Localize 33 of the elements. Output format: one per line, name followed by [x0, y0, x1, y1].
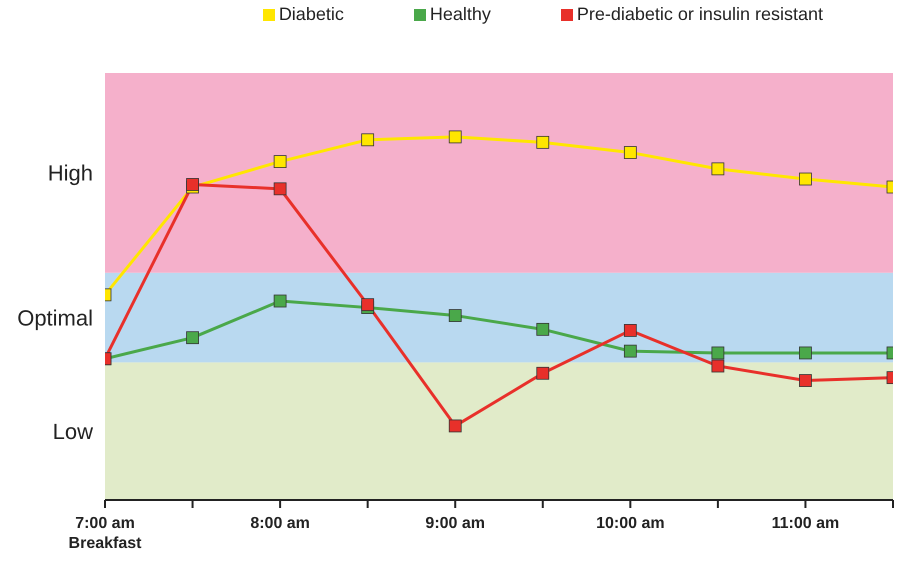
point — [448, 420, 462, 432]
legend-label: Pre-diabetic or insulin resistant — [576, 4, 823, 24]
point — [361, 133, 374, 146]
point — [536, 366, 550, 380]
point — [624, 344, 637, 358]
x-tick-label: 7:00 am Breakfast — [68, 515, 142, 552]
point — [799, 374, 812, 387]
x-tick-label: 8:00 am — [250, 515, 310, 532]
x-tick-label: 11:00 am — [772, 515, 840, 532]
point — [799, 346, 812, 360]
x-tick-label: 9:00 am — [425, 515, 486, 532]
point — [186, 331, 199, 344]
point — [448, 309, 462, 322]
band-label: Optimal — [17, 305, 93, 330]
point — [711, 360, 724, 372]
legend-label: Healthy — [430, 4, 491, 24]
x-tick-label: 10:00 am — [596, 515, 665, 532]
point — [186, 178, 199, 191]
point — [274, 155, 287, 168]
point — [448, 130, 462, 144]
point — [536, 136, 550, 149]
band-label: Low — [52, 419, 94, 444]
point — [711, 162, 724, 176]
point — [274, 182, 287, 196]
legend-label: Diabetic — [278, 4, 344, 24]
point — [361, 298, 374, 312]
point — [799, 172, 812, 186]
point — [536, 322, 550, 336]
point — [274, 294, 287, 308]
band-label: High — [48, 160, 93, 186]
point — [624, 324, 637, 337]
point — [711, 346, 724, 360]
point — [624, 146, 637, 159]
